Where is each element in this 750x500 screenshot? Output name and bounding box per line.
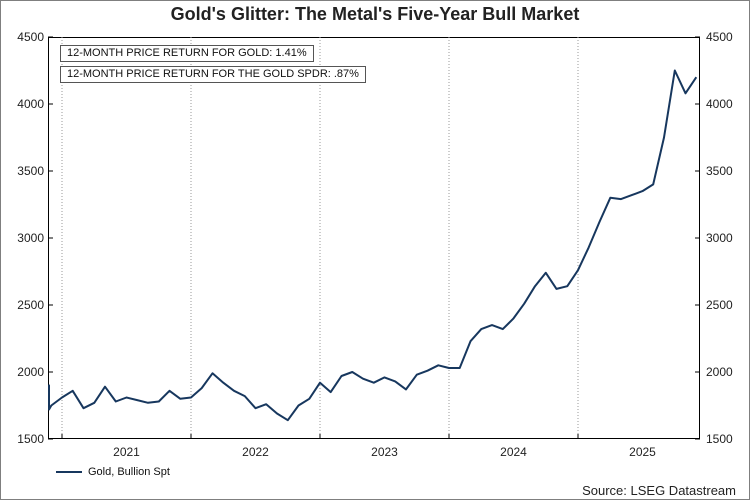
y-tick-label-right-4500: 4500 [706,30,733,44]
y-tick-label-right-3500: 3500 [706,164,733,178]
y-tick-label-right-2500: 2500 [706,298,733,312]
y-tick-label-right-1500: 1500 [706,432,733,446]
legend-label: Gold, Bullion Spt [88,466,170,478]
legend-swatch [56,471,82,473]
source-note: Source: LSEG Datastream [582,483,736,498]
x-tick-label-2025: 2025 [629,445,656,459]
y-tick-label-left-4000: 4000 [17,97,44,111]
y-tick-label-right-3000: 3000 [706,231,733,245]
legend: Gold, Bullion Spt [56,466,170,478]
annotation-spdr-return: 12-MONTH PRICE RETURN FOR THE GOLD SPDR:… [60,66,366,83]
y-tick-label-left-4500: 4500 [17,30,44,44]
x-tick-label-2021: 2021 [113,445,140,459]
x-tick-label-2022: 2022 [242,445,269,459]
y-tick-label-left-2500: 2500 [17,298,44,312]
y-tick-label-left-3500: 3500 [17,164,44,178]
x-tick-label-2023: 2023 [371,445,398,459]
y-tick-label-left-3000: 3000 [17,231,44,245]
series-line-gold-bullion [48,69,698,422]
y-tick-label-left-1500: 1500 [17,432,44,446]
x-tick-label-2024: 2024 [500,445,527,459]
y-tick-label-left-2000: 2000 [17,365,44,379]
y-tick-label-right-2000: 2000 [706,365,733,379]
annotation-gold-return: 12-MONTH PRICE RETURN FOR GOLD: 1.41% [60,45,314,62]
y-tick-label-right-4000: 4000 [706,97,733,111]
chart-title: Gold's Glitter: The Metal's Five-Year Bu… [170,4,580,24]
